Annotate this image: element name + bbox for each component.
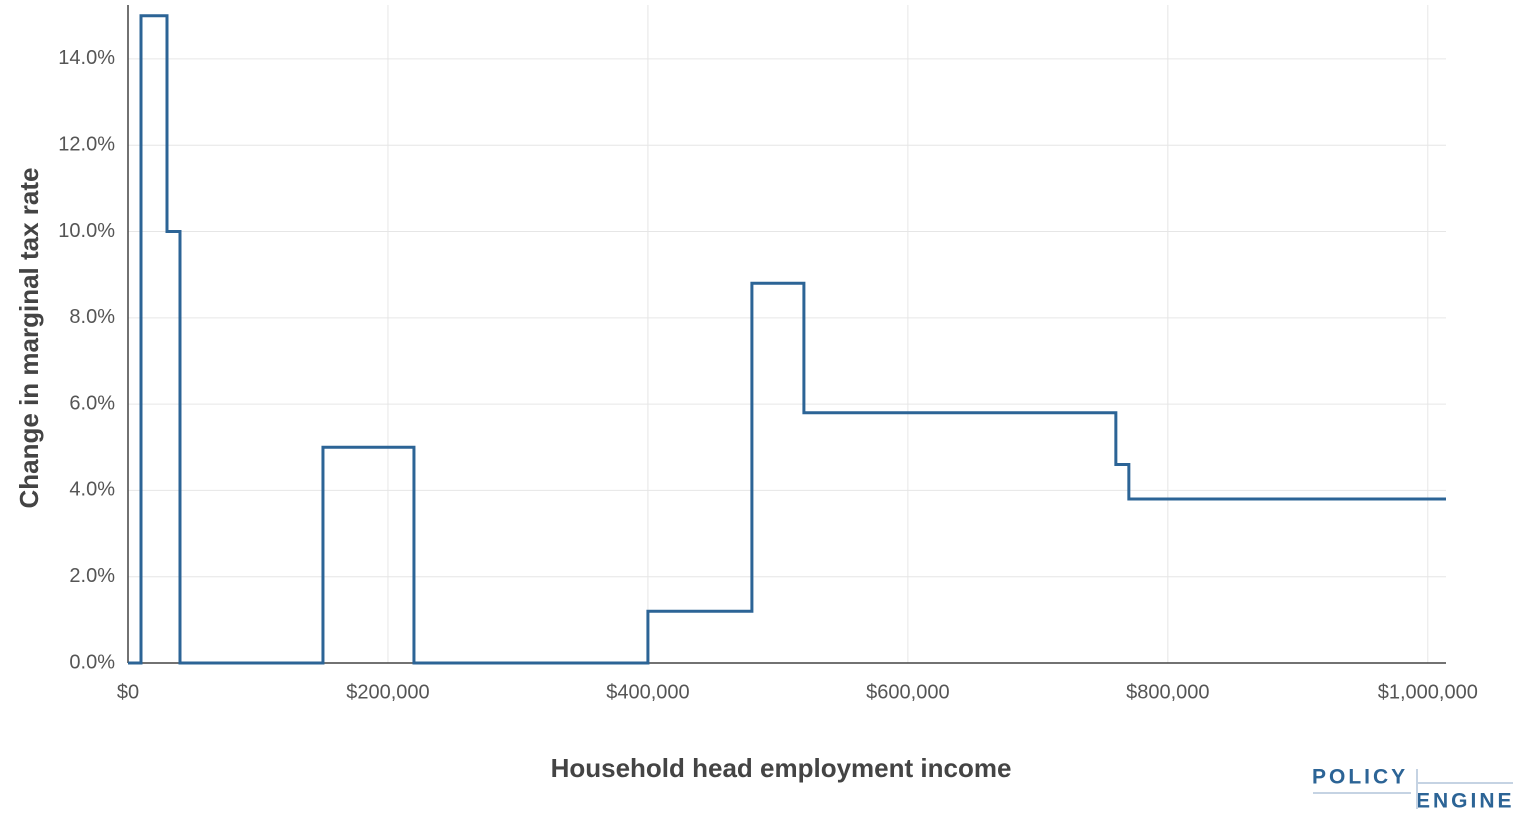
plot — [127, 5, 1446, 665]
x-axis-title: Household head employment income — [551, 753, 1012, 783]
y-tick-label: 14.0% — [58, 47, 115, 69]
y-tick-label: 8.0% — [69, 306, 115, 328]
y-tick-label: 0.0% — [69, 651, 115, 673]
x-tick-label: $400,000 — [606, 681, 689, 703]
logo-text: ENGINE — [1416, 790, 1515, 813]
y-tick-label: 12.0% — [58, 134, 115, 156]
y-tick-label: 2.0% — [69, 565, 115, 587]
y-axis-title: Change in marginal tax rate — [14, 168, 44, 509]
y-tick-label: 6.0% — [69, 392, 115, 414]
x-tick-label: $0 — [117, 681, 139, 703]
x-tick-label: $1,000,000 — [1378, 681, 1478, 703]
y-tick-label: 4.0% — [69, 479, 115, 501]
x-tick-label: $600,000 — [866, 681, 949, 703]
logo-text: POLICY — [1312, 766, 1408, 789]
line — [128, 14, 1446, 665]
logo: POLICY ENGINE — [1312, 766, 1515, 813]
x-tick-label: $800,000 — [1126, 681, 1209, 703]
y-tick-label: 10.0% — [58, 220, 115, 242]
x-tick-label: $200,000 — [346, 681, 429, 703]
